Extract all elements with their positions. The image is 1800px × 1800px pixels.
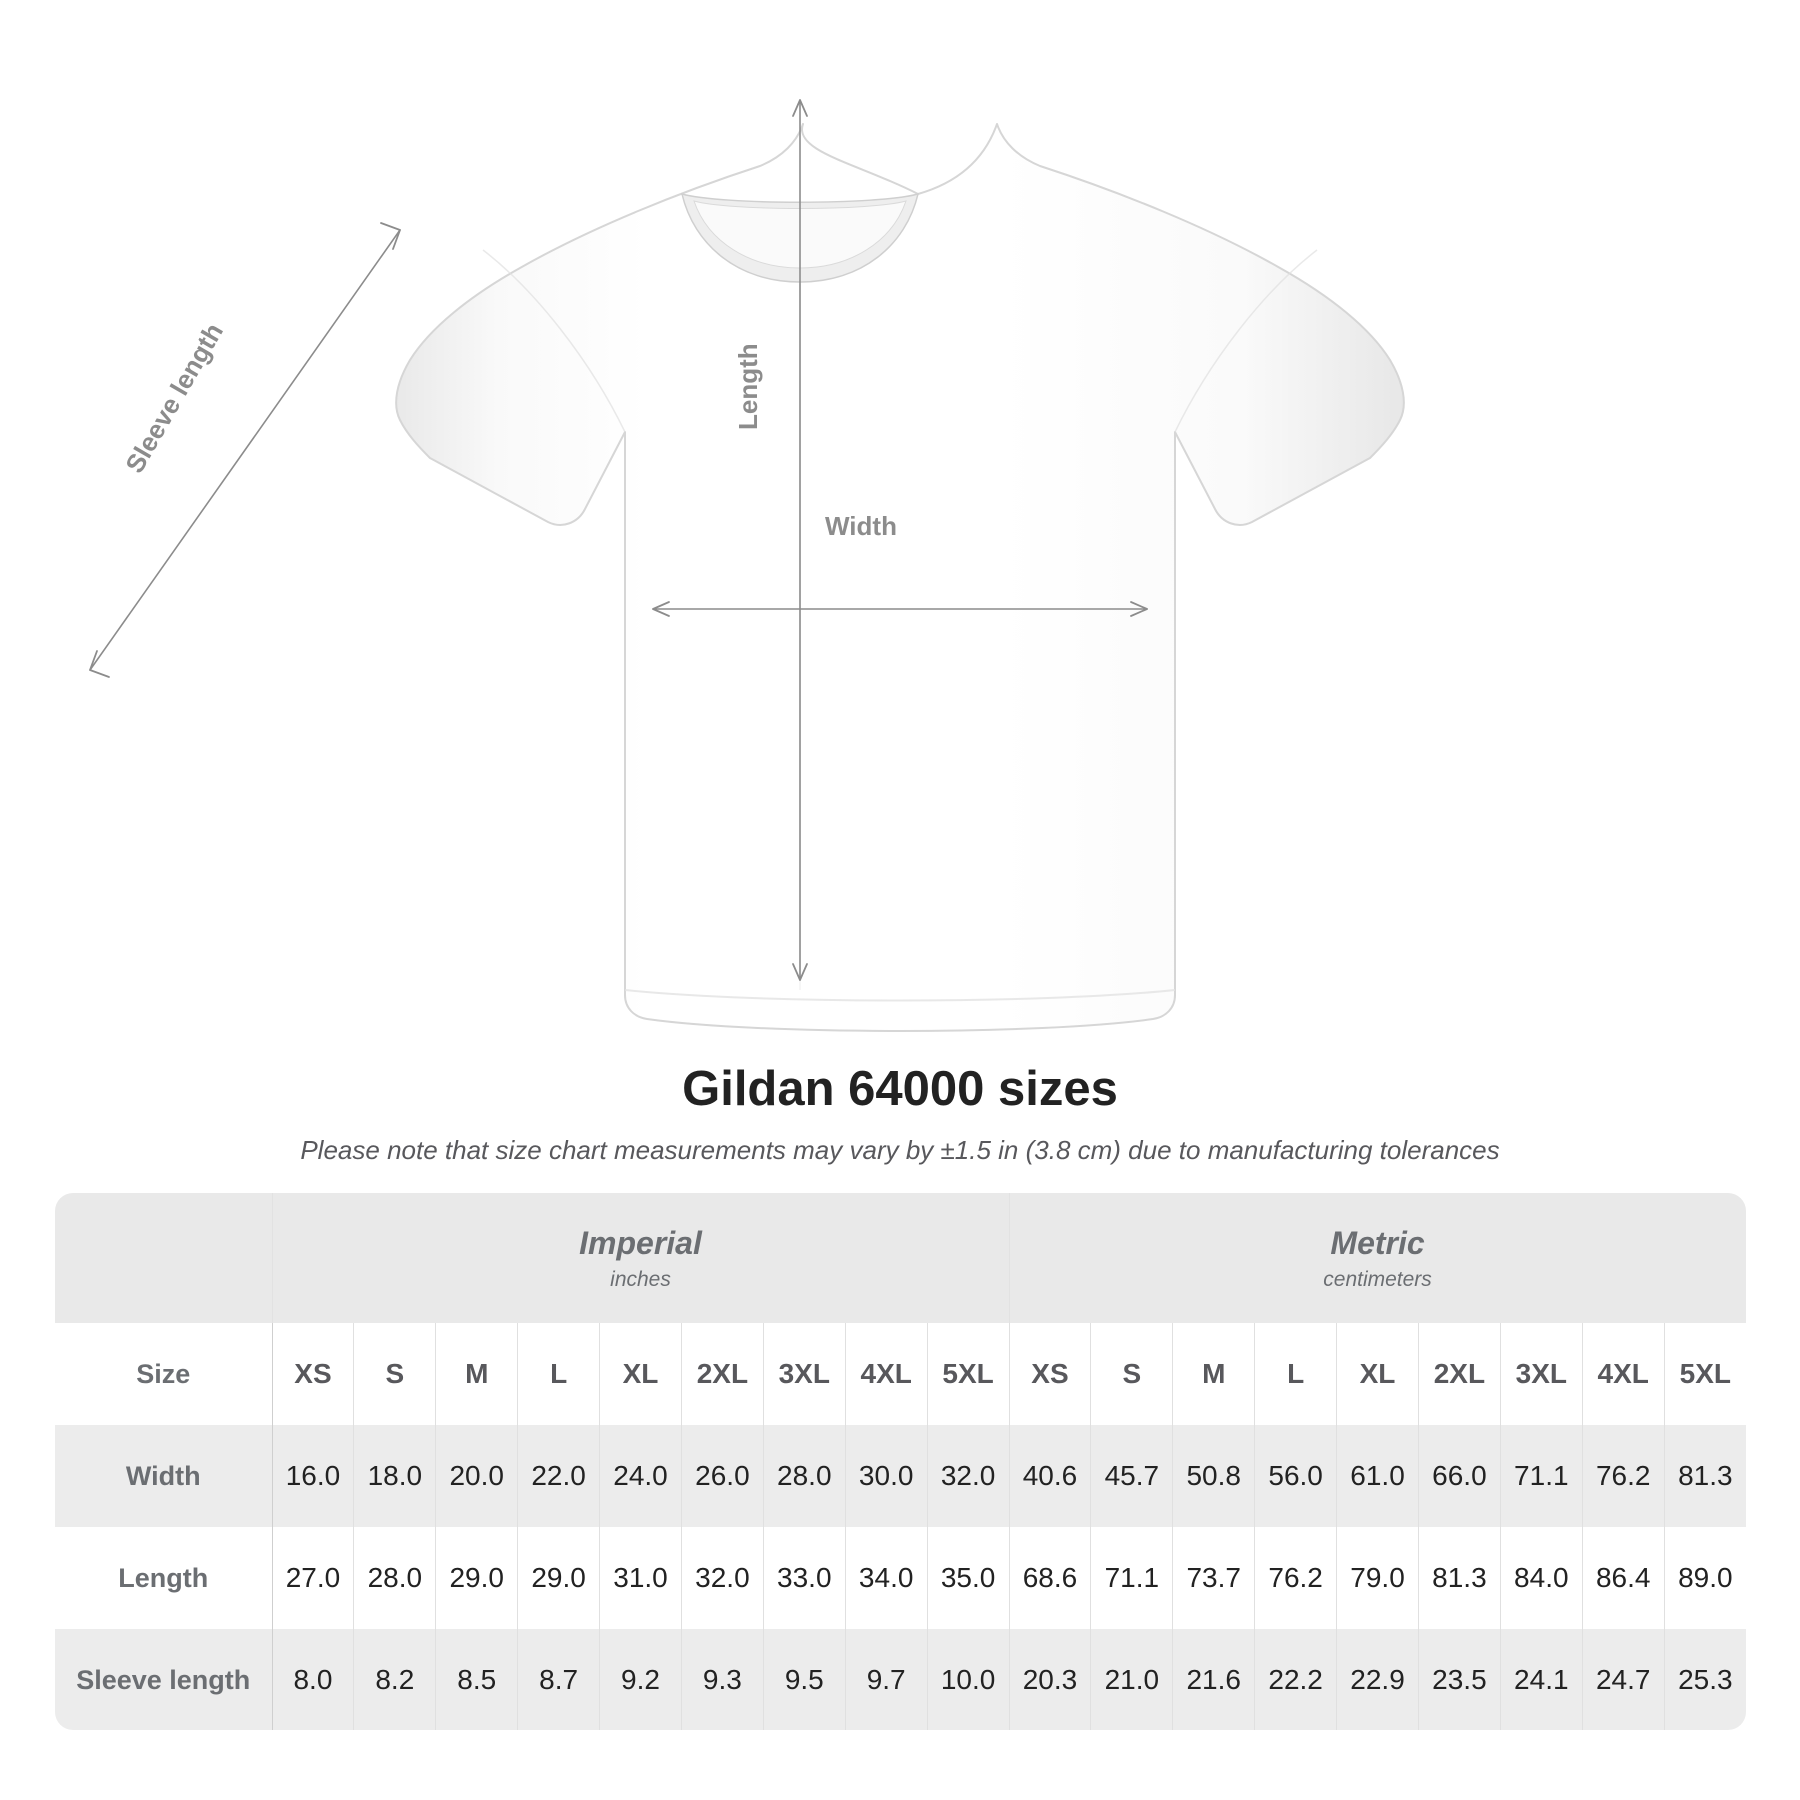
svg-text:Length: Length (733, 343, 763, 430)
svg-text:Sleeve length: Sleeve length (119, 318, 229, 478)
svg-text:Width: Width (825, 511, 897, 541)
